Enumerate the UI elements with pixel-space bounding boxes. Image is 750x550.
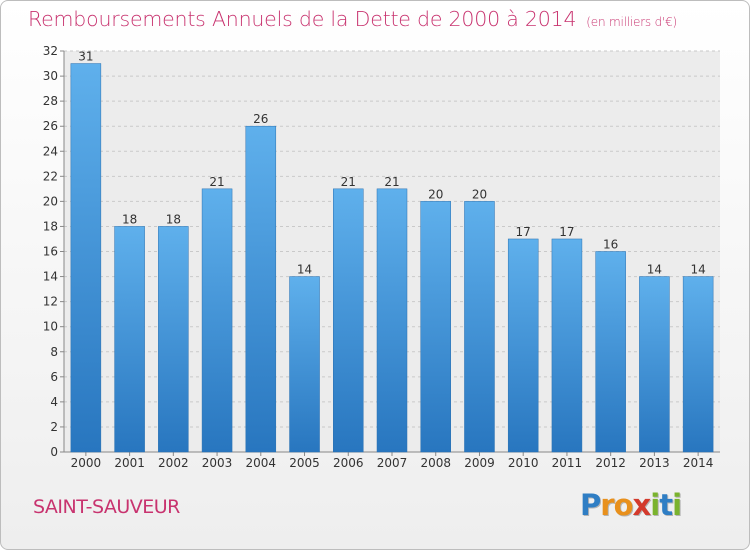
bar-2014 bbox=[682, 276, 714, 453]
x-tick-label-2000: 2000 bbox=[71, 456, 102, 470]
bar-2005 bbox=[289, 276, 320, 453]
x-tick-label-2013: 2013 bbox=[639, 456, 670, 470]
value-label-2008: 20 bbox=[428, 187, 443, 201]
y-tick-label: 30 bbox=[43, 69, 58, 83]
logo-letter: P bbox=[580, 488, 601, 522]
y-tick-label: 32 bbox=[43, 44, 58, 58]
x-tick-label-2007: 2007 bbox=[377, 456, 408, 470]
unit-note: (en milliers d'€) bbox=[586, 15, 678, 29]
y-tick-label: 26 bbox=[43, 119, 58, 133]
value-label-2010: 17 bbox=[516, 225, 531, 239]
x-tick-label-2014: 2014 bbox=[683, 456, 714, 470]
x-tick-label-2001: 2001 bbox=[114, 456, 145, 470]
logo-letter: i bbox=[672, 488, 682, 522]
bar-2008 bbox=[420, 201, 451, 453]
value-label-2004: 26 bbox=[253, 112, 268, 126]
title-text: Remboursements Annuels de la Dette de 20… bbox=[28, 7, 577, 31]
value-label-2002: 18 bbox=[166, 212, 181, 226]
value-label-2014: 14 bbox=[690, 263, 705, 277]
y-tick-label: 20 bbox=[43, 194, 58, 208]
y-tick-label: 0 bbox=[50, 445, 58, 459]
bar-2001 bbox=[114, 226, 145, 453]
chart-title: Remboursements Annuels de la Dette de 20… bbox=[28, 7, 677, 31]
x-tick-label-2003: 2003 bbox=[202, 456, 233, 470]
value-label-2003: 21 bbox=[209, 175, 224, 189]
y-tick-label: 24 bbox=[43, 144, 58, 158]
x-tick-label-2004: 2004 bbox=[246, 456, 277, 470]
y-tick-label: 28 bbox=[43, 94, 58, 108]
x-tick-label-2005: 2005 bbox=[289, 456, 320, 470]
x-tick-label-2009: 2009 bbox=[464, 456, 495, 470]
bar-2002 bbox=[158, 226, 189, 453]
y-tick-label: 12 bbox=[43, 295, 58, 309]
logo-letter: r bbox=[600, 488, 614, 522]
value-label-2007: 21 bbox=[384, 175, 399, 189]
logo-letter: o bbox=[613, 488, 634, 522]
logo-letter: t bbox=[659, 488, 673, 522]
value-label-2011: 17 bbox=[559, 225, 574, 239]
x-tick-label-2012: 2012 bbox=[595, 456, 626, 470]
value-label-2009: 20 bbox=[472, 187, 487, 201]
value-label-2000: 31 bbox=[78, 50, 93, 64]
bar-2006 bbox=[333, 188, 364, 453]
y-tick-label: 14 bbox=[43, 270, 58, 284]
value-label-2013: 14 bbox=[647, 263, 662, 277]
bar-2013 bbox=[639, 276, 670, 453]
y-tick-label: 4 bbox=[50, 395, 58, 409]
value-label-2005: 14 bbox=[297, 263, 312, 277]
bar-2000 bbox=[70, 63, 102, 453]
y-tick-label: 22 bbox=[43, 169, 58, 183]
logo-letter: i bbox=[650, 488, 660, 522]
value-label-2006: 21 bbox=[341, 175, 356, 189]
bar-2003 bbox=[201, 188, 233, 453]
logo-letter: x bbox=[632, 488, 652, 522]
y-tick-label: 18 bbox=[43, 219, 58, 233]
y-tick-label: 2 bbox=[50, 420, 58, 434]
bar-2011 bbox=[551, 238, 583, 453]
x-tick-label-2006: 2006 bbox=[333, 456, 364, 470]
bar-2007 bbox=[376, 188, 408, 453]
x-tick-label-2011: 2011 bbox=[552, 456, 583, 470]
x-tick-label-2008: 2008 bbox=[420, 456, 451, 470]
value-label-2001: 18 bbox=[122, 212, 137, 226]
y-tick-label: 10 bbox=[43, 320, 58, 334]
bar-2009 bbox=[464, 201, 495, 453]
x-tick-label-2002: 2002 bbox=[158, 456, 189, 470]
y-tick-label: 8 bbox=[50, 345, 58, 359]
commune-name: SAINT-SAUVEUR bbox=[33, 496, 180, 518]
bar-2004 bbox=[245, 125, 277, 453]
bar-2012 bbox=[595, 251, 626, 453]
y-tick-label: 16 bbox=[43, 245, 58, 259]
y-tick-label: 6 bbox=[50, 370, 58, 384]
value-label-2012: 16 bbox=[603, 238, 618, 252]
x-tick-label-2010: 2010 bbox=[508, 456, 539, 470]
proxiti-logo: Proxiti bbox=[580, 488, 682, 522]
bar-2010 bbox=[507, 238, 539, 453]
